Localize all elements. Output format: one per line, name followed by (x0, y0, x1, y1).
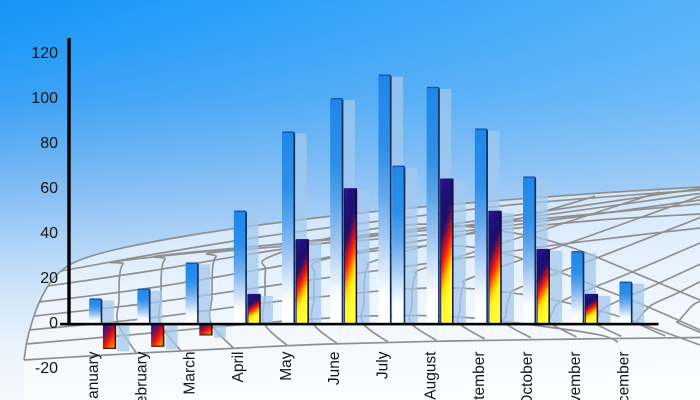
svg-text:0: 0 (49, 315, 58, 332)
svg-text:120: 120 (31, 45, 58, 62)
svg-text:February: February (133, 351, 150, 400)
svg-text:June: June (326, 352, 343, 386)
svg-text:May: May (278, 351, 295, 381)
svg-text:80: 80 (40, 135, 58, 152)
svg-text:40: 40 (40, 225, 58, 242)
svg-text:100: 100 (31, 90, 58, 107)
svg-text:60: 60 (40, 180, 58, 197)
svg-text:October: October (519, 352, 536, 400)
svg-text:August: August (423, 351, 440, 400)
svg-text:March: March (182, 352, 199, 395)
svg-text:April: April (230, 352, 247, 383)
svg-text:November: November (567, 352, 584, 400)
svg-text:September: September (471, 352, 488, 400)
svg-text:-20: -20 (35, 360, 58, 377)
svg-text:July: July (374, 351, 391, 379)
svg-text:20: 20 (40, 270, 58, 287)
svg-text:January: January (85, 351, 102, 400)
svg-text:December: December (615, 352, 632, 400)
